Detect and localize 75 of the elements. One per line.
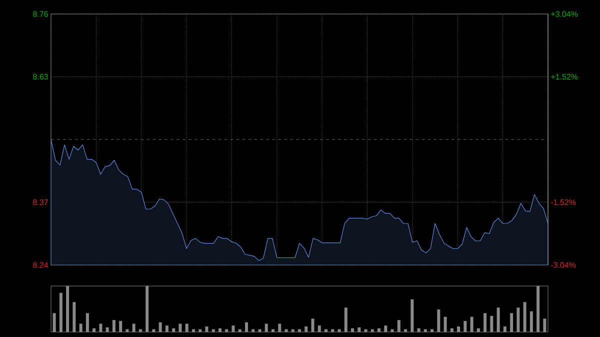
bar [530,311,533,332]
bar [384,326,388,332]
bar [212,329,215,332]
bar [244,322,248,332]
bar [178,324,182,332]
bar [496,308,500,332]
bar [457,326,460,332]
bar [232,326,235,332]
bar [112,320,116,332]
bar [324,329,328,332]
bar [271,329,274,332]
bar [351,328,354,332]
bar [344,308,348,332]
bar [444,316,447,332]
bar [338,329,341,332]
bar [417,328,420,332]
bar [264,324,268,332]
bar [165,326,168,332]
bar [424,329,427,332]
bar [430,329,434,332]
bar [397,320,400,332]
bar [298,329,301,332]
bar [378,328,381,332]
bar [238,329,242,332]
bar [364,329,368,332]
bar [450,328,454,332]
bar [470,316,474,332]
bar [284,329,288,332]
bar [476,328,480,332]
bar [158,322,162,332]
bar [404,329,408,332]
bar [205,326,208,332]
bar [79,324,82,332]
bar [225,329,228,332]
bar [311,318,314,332]
bar [132,324,136,332]
bar [146,286,149,332]
bar [543,318,546,332]
bar [218,328,222,332]
bar [126,329,129,332]
bar [99,324,102,332]
bar [52,313,56,332]
bar [119,320,122,332]
bar [304,326,308,332]
bar [192,329,195,332]
bar [198,329,202,332]
bar [490,316,494,332]
bar [318,326,321,332]
bar [331,329,334,332]
bar [370,329,374,332]
bar [278,324,282,332]
bar [59,292,62,332]
bar [437,309,440,332]
bar [510,313,514,332]
bar [185,324,188,332]
bar [484,313,487,332]
bar [72,302,76,332]
bar [536,286,540,332]
bar [172,328,176,332]
bar [516,308,520,332]
bar [138,329,142,332]
bar [66,286,70,332]
bar [152,329,156,332]
bar [291,329,294,332]
bar [258,329,262,332]
bar [358,327,361,332]
bar [106,327,109,332]
bar [86,313,89,332]
bar [523,302,526,332]
bar [464,320,467,332]
bar [92,328,96,332]
bar [503,326,506,332]
bar [390,329,394,332]
bar [410,299,414,332]
bar [252,329,255,332]
